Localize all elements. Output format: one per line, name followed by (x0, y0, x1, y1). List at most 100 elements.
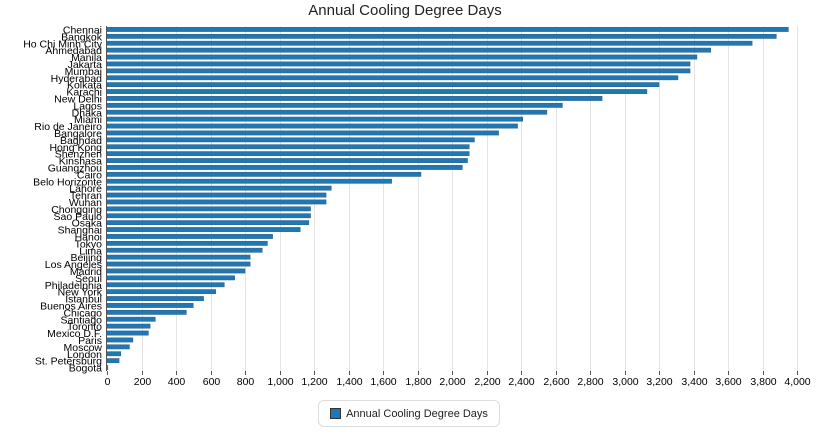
bar[interactable] (106, 344, 130, 350)
category-label: Beijing (70, 252, 102, 264)
category-label: Wuhan (69, 197, 102, 209)
bar[interactable] (106, 165, 463, 170)
x-tick-label: 1,800 (405, 376, 431, 388)
x-tick-label: 800 (237, 376, 255, 388)
bar[interactable] (106, 303, 194, 308)
bar[interactable] (106, 151, 470, 157)
bar[interactable] (106, 33, 777, 39)
bar[interactable] (106, 296, 204, 301)
bar[interactable] (106, 309, 187, 315)
bar[interactable] (106, 82, 660, 88)
category-label: Mexico D.F. (47, 328, 102, 340)
x-tick-label: 2,200 (474, 376, 500, 388)
bar[interactable] (106, 158, 468, 163)
bar[interactable] (106, 96, 603, 101)
category-label: Kinshasa (59, 156, 102, 168)
category-label: Karachi (66, 87, 102, 99)
bar[interactable] (106, 109, 548, 115)
category-label: Mumbai (65, 66, 102, 78)
category-label: Hyderabad (51, 73, 103, 85)
category-label: Chicago (63, 307, 102, 319)
bar[interactable] (106, 213, 311, 219)
bar[interactable] (106, 234, 273, 239)
bar[interactable] (106, 227, 301, 232)
x-tick-label: 2,600 (543, 376, 569, 388)
x-tick-label: 3,600 (715, 376, 741, 388)
x-axis-tick-labels: 0 200 400 600 800 1,000 1,200 1,400 1,600 1,800 2,… (105, 371, 811, 388)
bar[interactable] (106, 171, 422, 177)
bar[interactable] (106, 144, 470, 150)
category-label: Philadelphia (45, 280, 102, 292)
bar[interactable] (106, 268, 246, 274)
category-label: Los Angeles (45, 259, 102, 271)
category-label: Guangzhou (48, 162, 102, 174)
bar[interactable] (106, 254, 251, 260)
category-label: Baghdad (60, 135, 102, 147)
bar[interactable] (106, 178, 392, 184)
bars (106, 27, 789, 370)
bar[interactable] (106, 47, 711, 53)
bar[interactable] (106, 351, 122, 357)
bar[interactable] (106, 116, 523, 122)
category-label: Miami (74, 114, 102, 126)
category-label: Shenzhen (55, 149, 102, 161)
bar[interactable] (106, 137, 475, 143)
category-label: Manila (71, 52, 102, 64)
category-label: Toronto (67, 321, 102, 333)
category-label: Lagos (73, 100, 102, 112)
x-tick-label: 1,200 (301, 376, 327, 388)
bar[interactable] (106, 68, 691, 74)
category-label: Buenos Aires (40, 300, 102, 312)
bar[interactable] (106, 123, 518, 129)
legend[interactable]: Annual Cooling Degree Days (318, 400, 500, 427)
category-label: Hanoi (75, 231, 102, 243)
bar[interactable] (106, 337, 134, 343)
x-tick-label: 2,000 (439, 376, 465, 388)
bar[interactable] (106, 240, 268, 246)
category-label: Chennai (63, 24, 102, 36)
bar[interactable] (106, 75, 679, 81)
category-label: St. Petersburg (35, 356, 102, 368)
bar[interactable] (106, 247, 263, 253)
bar[interactable] (106, 89, 648, 94)
category-label: Bangalore (54, 128, 102, 140)
bar[interactable] (106, 199, 327, 205)
bar[interactable] (106, 27, 789, 32)
bar[interactable] (106, 323, 151, 329)
category-label: Sao Paulo (54, 211, 103, 223)
category-label: Kolkata (67, 80, 102, 92)
x-tick-label: 3,800 (750, 376, 776, 388)
category-label: Jakarta (68, 59, 103, 71)
bar[interactable] (106, 206, 311, 212)
x-tick-label: 3,000 (612, 376, 638, 388)
bar[interactable] (106, 185, 332, 191)
bar[interactable] (106, 289, 216, 295)
bar[interactable] (106, 220, 310, 226)
category-label: Istanbul (65, 294, 102, 306)
category-label: Moscow (63, 342, 102, 354)
bar[interactable] (106, 40, 753, 46)
bar[interactable] (106, 54, 698, 60)
category-label: Belo Horizonte (33, 176, 102, 188)
bar[interactable] (106, 282, 225, 288)
bar[interactable] (106, 316, 156, 322)
bar[interactable] (106, 275, 235, 281)
category-label: Dhaka (72, 107, 103, 119)
category-label: Bogota (69, 363, 102, 375)
bar[interactable] (106, 192, 327, 198)
x-tick-label: 200 (134, 376, 152, 388)
category-label: New Delhi (54, 93, 102, 105)
legend-label: Annual Cooling Degree Days (346, 407, 488, 420)
x-tick-label: 1,000 (267, 376, 293, 388)
bar[interactable] (106, 261, 251, 267)
bar[interactable] (106, 102, 563, 108)
category-label: Chongqing (51, 204, 102, 216)
bar[interactable] (106, 130, 499, 136)
category-label: Bangkok (61, 31, 103, 43)
category-label: Seoul (75, 273, 102, 285)
bar[interactable] (106, 358, 120, 364)
bar[interactable] (106, 61, 691, 67)
bar[interactable] (106, 365, 109, 370)
bar[interactable] (106, 330, 149, 336)
